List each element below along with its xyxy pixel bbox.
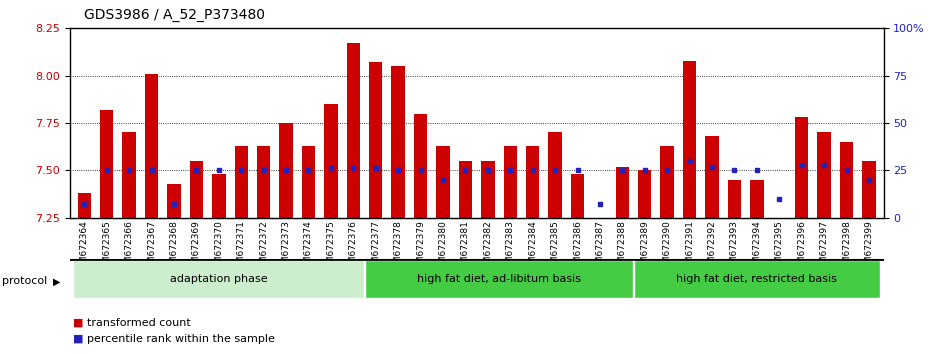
FancyBboxPatch shape bbox=[365, 260, 633, 298]
Bar bbox=[212, 174, 226, 218]
Bar bbox=[347, 44, 360, 218]
Bar bbox=[705, 136, 719, 218]
Bar bbox=[660, 146, 674, 218]
Bar bbox=[817, 132, 830, 218]
Bar bbox=[727, 180, 741, 218]
Bar bbox=[840, 142, 853, 218]
Bar bbox=[638, 170, 652, 218]
FancyBboxPatch shape bbox=[633, 260, 880, 298]
Bar bbox=[167, 184, 180, 218]
Bar bbox=[481, 161, 495, 218]
Text: percentile rank within the sample: percentile rank within the sample bbox=[87, 334, 275, 344]
Text: transformed count: transformed count bbox=[87, 318, 192, 328]
Text: ■: ■ bbox=[73, 318, 83, 328]
Bar bbox=[257, 146, 271, 218]
Bar bbox=[301, 146, 315, 218]
Bar bbox=[503, 146, 517, 218]
Text: protocol: protocol bbox=[2, 276, 47, 286]
Bar bbox=[123, 132, 136, 218]
Text: adaptation phase: adaptation phase bbox=[170, 274, 268, 284]
Bar bbox=[414, 114, 427, 218]
Bar bbox=[77, 193, 91, 218]
Bar bbox=[369, 62, 382, 218]
Text: ■: ■ bbox=[73, 334, 83, 344]
Bar bbox=[458, 161, 472, 218]
Bar bbox=[862, 161, 876, 218]
FancyBboxPatch shape bbox=[73, 260, 364, 298]
Bar bbox=[325, 104, 338, 218]
Text: high fat diet, restricted basis: high fat diet, restricted basis bbox=[676, 274, 837, 284]
Bar bbox=[751, 180, 764, 218]
Bar bbox=[526, 146, 539, 218]
Bar bbox=[773, 218, 786, 227]
Bar bbox=[549, 132, 562, 218]
Bar bbox=[100, 110, 113, 218]
Bar bbox=[392, 66, 405, 218]
Text: ▶: ▶ bbox=[53, 276, 60, 286]
Bar bbox=[683, 61, 697, 218]
Bar bbox=[436, 146, 450, 218]
Text: high fat diet, ad-libitum basis: high fat diet, ad-libitum basis bbox=[417, 274, 581, 284]
Bar bbox=[190, 161, 203, 218]
Bar bbox=[279, 123, 293, 218]
Bar bbox=[234, 146, 248, 218]
Bar bbox=[571, 174, 584, 218]
Bar bbox=[616, 167, 629, 218]
Bar bbox=[145, 74, 158, 218]
Text: GDS3986 / A_52_P373480: GDS3986 / A_52_P373480 bbox=[84, 8, 265, 22]
Bar bbox=[795, 117, 808, 218]
